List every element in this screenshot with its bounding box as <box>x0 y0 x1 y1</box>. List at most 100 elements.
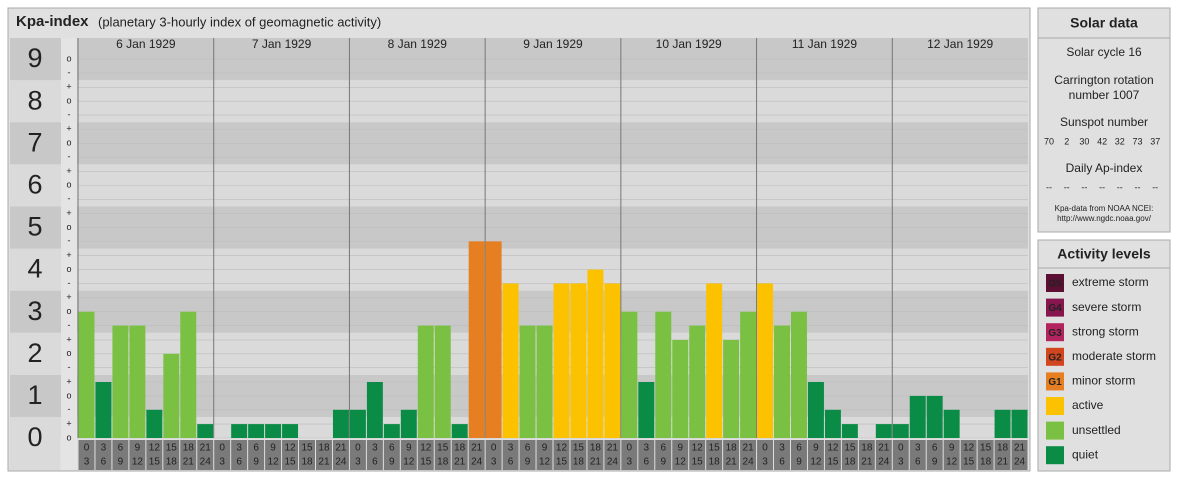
ap-value: -- <box>1152 182 1158 192</box>
bar <box>383 424 400 438</box>
bar <box>129 325 146 438</box>
hour-label: 6 <box>508 457 514 468</box>
hour-box <box>197 440 214 470</box>
hour-box <box>95 440 112 470</box>
hour-label: 0 <box>491 443 497 454</box>
hour-box <box>383 440 400 470</box>
hour-label: 6 <box>372 457 378 468</box>
minor-tick-label: + <box>66 418 71 428</box>
hour-label: 3 <box>355 457 361 468</box>
bar <box>807 382 824 438</box>
legend-swatch <box>1046 347 1064 366</box>
hour-label: 15 <box>301 443 313 454</box>
legend-swatch <box>1046 372 1064 391</box>
y-tick-label: 4 <box>27 254 42 284</box>
hour-label: 21 <box>200 443 212 454</box>
solar-cycle: Solar cycle 16 <box>1066 45 1142 59</box>
sunspot-value: 70 <box>1044 136 1054 146</box>
y-tick-label: 6 <box>27 169 42 199</box>
bar <box>78 311 95 438</box>
source: http://www.ngdc.noaa.gov/ <box>1057 214 1152 223</box>
hour-label: 9 <box>406 443 412 454</box>
day-label: 12 Jan 1929 <box>927 37 993 51</box>
bar <box>926 395 943 438</box>
hour-box <box>723 440 740 470</box>
hour-box <box>78 440 95 470</box>
minor-tick-label: + <box>66 334 71 344</box>
hour-label: 12 <box>268 457 280 468</box>
bar <box>366 382 383 438</box>
legend-swatch <box>1046 397 1064 415</box>
sunspot-value: 2 <box>1064 136 1069 146</box>
hour-label: 21 <box>878 443 890 454</box>
hour-label: 21 <box>318 457 330 468</box>
hour-label: 3 <box>84 457 90 468</box>
ap-value: -- <box>1135 182 1141 192</box>
y-tick-label: 1 <box>27 380 42 410</box>
hour-box <box>892 440 909 470</box>
minor-tick-label: o <box>66 390 71 400</box>
minor-tick-label: o <box>66 180 71 190</box>
hour-box <box>655 440 672 470</box>
hour-box <box>570 440 587 470</box>
hour-label: 6 <box>779 457 785 468</box>
bar <box>621 311 638 438</box>
legend-swatch <box>1046 298 1064 317</box>
bar <box>519 325 536 438</box>
levels-title: Activity levels <box>1057 246 1151 262</box>
minor-tick-label: o <box>66 348 71 358</box>
hour-box <box>621 440 638 470</box>
hour-label: 21 <box>726 457 738 468</box>
hour-box <box>163 440 180 470</box>
hour-label: 12 <box>827 443 839 454</box>
hour-label: 3 <box>779 443 785 454</box>
bar <box>943 409 960 438</box>
minor-tick-label: + <box>66 166 71 176</box>
hour-label: 3 <box>644 443 650 454</box>
hour-label: 12 <box>539 457 551 468</box>
solar-panel <box>1037 7 1171 233</box>
hour-label: 21 <box>335 443 347 454</box>
hour-box <box>926 440 943 470</box>
hour-label: 24 <box>200 457 212 468</box>
hour-box <box>672 440 689 470</box>
bar <box>265 424 282 438</box>
hour-label: 0 <box>898 443 904 454</box>
bar <box>706 283 723 438</box>
sunspot-value: 30 <box>1079 136 1089 146</box>
sunspot-value: 42 <box>1097 136 1107 146</box>
hour-label: 9 <box>525 457 531 468</box>
legend-label: severe storm <box>1072 300 1141 314</box>
day-label: 9 Jan 1929 <box>523 37 583 51</box>
hour-box <box>994 440 1011 470</box>
bar <box>841 424 858 438</box>
hour-label: 18 <box>183 443 195 454</box>
band <box>10 416 1028 438</box>
hour-box <box>146 440 163 470</box>
legend-badge: G5 <box>1048 279 1062 290</box>
day-label: 6 Jan 1929 <box>116 37 176 51</box>
legend-badge: G1 <box>1048 377 1062 388</box>
hour-label: 15 <box>284 457 296 468</box>
hour-label: 6 <box>796 443 802 454</box>
bar <box>892 424 909 438</box>
hour-label: 12 <box>946 457 958 468</box>
hour-label: 9 <box>660 457 666 468</box>
bar <box>349 409 366 438</box>
hour-box <box>791 440 807 470</box>
hour-label: 18 <box>980 457 992 468</box>
bar <box>417 325 434 438</box>
hour-box <box>366 440 383 470</box>
hour-label: 15 <box>827 457 839 468</box>
hour-label: 18 <box>437 457 449 468</box>
hour-label: 9 <box>796 457 802 468</box>
bar <box>485 241 502 438</box>
hour-label: 15 <box>166 443 178 454</box>
minor-tick-label: - <box>68 320 71 330</box>
hour-box <box>909 440 926 470</box>
hour-box <box>757 440 774 470</box>
hour-box <box>638 440 655 470</box>
minor-tick-label: + <box>66 124 71 134</box>
carrington: Carrington rotation <box>1054 73 1153 87</box>
